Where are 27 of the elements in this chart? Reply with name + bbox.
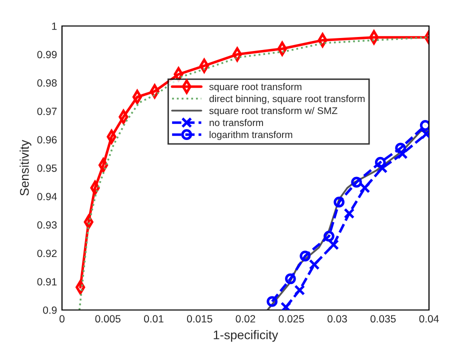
legend-label: square root transform [209,83,302,92]
y-tick-label: 0.94 [37,192,57,200]
y-tick-label: 0.95 [37,164,57,172]
x-tick-label: 0.01 [144,315,164,323]
legend-label: logarithm transform [210,130,292,140]
x-tick-label: 0.015 [187,315,212,323]
legend-label: no transform [210,118,263,126]
legend-label: direct binning, square root transform [209,95,365,104]
y-tick-label: 0.9 [43,306,57,314]
x-tick-label: 0.005 [95,315,120,323]
x-tick-label: 0.025 [278,315,304,323]
x-tick-label: 0.04 [419,315,439,323]
x-tick-label: 0 [60,315,64,323]
x-tick-label: 0.035 [370,315,396,323]
y-tick-label: 0.96 [37,136,57,144]
y-tick-label: 1 [52,22,57,30]
y-tick-label: 0.97 [37,108,57,116]
y-axis-title: Sensitivity [20,140,32,196]
y-tick-label: 0.98 [37,79,57,87]
y-tick-label: 0.92 [37,250,57,258]
y-tick-label: 0.91 [37,278,57,286]
y-tick-label: 0.99 [37,50,57,58]
x-tick-label: 0.02 [236,315,256,323]
y-tick-label: 0.93 [37,221,57,229]
legend-label: square root transform w/ SMZ [209,106,338,116]
x-axis-title: 1-specificity [214,330,278,342]
x-tick-label: 0.03 [328,315,347,323]
